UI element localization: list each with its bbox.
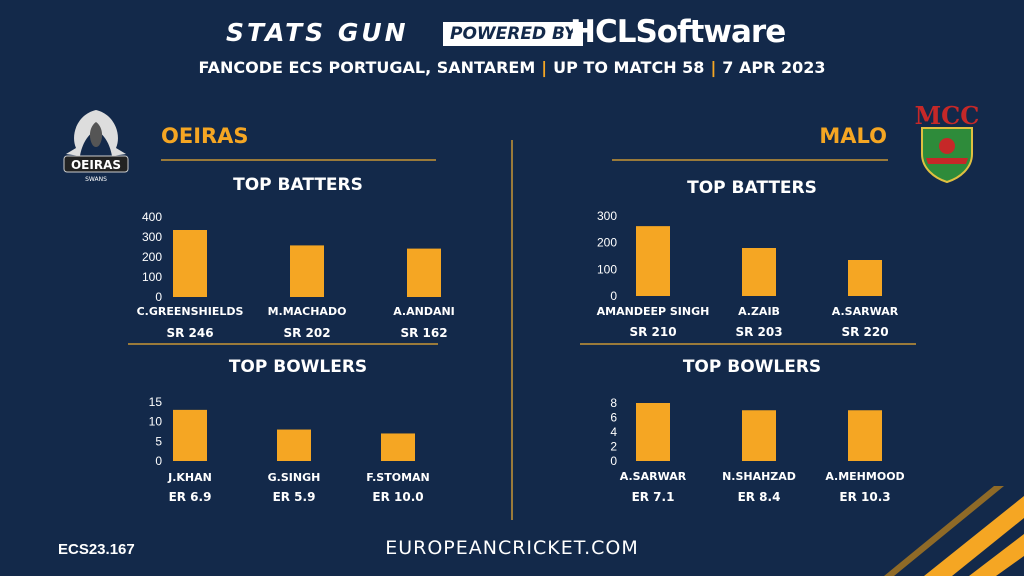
y-tick-label: 0	[155, 454, 162, 468]
bar	[742, 248, 776, 296]
bar-sublabel: ER 10.0	[372, 490, 423, 504]
right-bowlers-title: TOP BOWLERS	[682, 357, 822, 377]
brand-title: STATS GUN	[226, 18, 409, 47]
bar-sublabel: ER 6.9	[169, 490, 212, 504]
category-label: F.STOMAN	[366, 471, 430, 484]
y-tick-label: 8	[610, 396, 617, 410]
y-tick-label: 10	[149, 415, 163, 429]
y-tick-label: 0	[155, 290, 162, 304]
bar	[277, 429, 311, 461]
graphic-code: ECS23.167	[58, 541, 135, 558]
y-tick-label: 0	[610, 454, 617, 468]
bar	[636, 226, 670, 296]
decorative-stripes	[884, 486, 1024, 576]
divider-right-mid	[580, 343, 916, 345]
divider-left-top	[161, 159, 436, 161]
bar	[636, 403, 670, 461]
category-label: M.MACHADO	[268, 305, 347, 318]
category-label: A.ZAIB	[738, 305, 780, 318]
category-label: A.SARWAR	[832, 305, 899, 318]
team-name-left: OEIRAS	[161, 124, 249, 148]
y-tick-label: 300	[142, 230, 162, 244]
website-link[interactable]: EUROPEANCRICKET.COM	[385, 537, 639, 559]
bar-sublabel: ER 7.1	[632, 490, 675, 504]
category-label: A.MEHMOOD	[825, 470, 904, 483]
bar-sublabel: SR 210	[629, 325, 676, 339]
y-tick-label: 200	[597, 236, 617, 250]
powered-by-badge: POWERED BY	[443, 22, 584, 46]
oeiras-logo: OEIRAS SWANS	[63, 110, 129, 183]
divider-left-mid	[128, 343, 438, 345]
y-tick-label: 6	[610, 411, 617, 425]
category-label: G.SINGH	[268, 471, 321, 484]
bar-sublabel: SR 162	[400, 326, 447, 340]
category-label: A.SARWAR	[620, 470, 687, 483]
y-tick-label: 0	[610, 289, 617, 303]
category-label: AMANDEEP SINGH	[597, 305, 710, 318]
malo-logo: MCC	[915, 101, 980, 184]
divider-right-top	[612, 159, 888, 161]
event-date: 7 APR 2023	[722, 58, 826, 77]
logo-subtext: SWANS	[85, 176, 107, 183]
y-tick-label: 100	[597, 262, 617, 276]
chart-left-batters: 0 100 200 300 400 C.GREENSHIELDS SR 246 M.MACHA…	[137, 210, 455, 340]
y-tick-label: 100	[142, 270, 162, 284]
center-divider	[511, 140, 513, 520]
bar-sublabel: SR 203	[735, 325, 782, 339]
bar	[848, 260, 882, 296]
category-label: C.GREENSHIELDS	[137, 305, 244, 318]
bar-sublabel: SR 246	[166, 326, 213, 340]
bar-sublabel: ER 5.9	[273, 490, 316, 504]
event-name: FANCODE ECS PORTUGAL, SANTAREM	[198, 58, 536, 77]
left-batters-title: TOP BATTERS	[233, 175, 363, 195]
y-tick-label: 5	[155, 434, 162, 448]
y-tick-label: 400	[142, 210, 162, 224]
bar-sublabel: ER 8.4	[738, 490, 781, 504]
bar	[381, 433, 415, 461]
match-info: UP TO MATCH 58	[553, 58, 705, 77]
chart-left-bowlers: 0 5 10 15 J.KHAN ER 6.9 G.SINGH ER 5.9 F.STOMAN E…	[149, 395, 430, 504]
bar-sublabel: SR 202	[283, 326, 330, 340]
category-label: N.SHAHZAD	[722, 470, 796, 483]
bar	[173, 409, 207, 461]
y-tick-label: 2	[610, 440, 617, 454]
bar-sublabel: SR 220	[841, 325, 888, 339]
chart-right-batters: 0 100 200 300 AMANDEEP SINGH SR 210 A.ZAIB SR 2…	[597, 209, 899, 339]
y-tick-label: 200	[142, 250, 162, 264]
logo-text: OEIRAS	[71, 158, 121, 172]
right-batters-title: TOP BATTERS	[687, 178, 817, 198]
event-subtitle: FANCODE ECS PORTUGAL, SANTAREM | UP TO MAT…	[198, 58, 826, 77]
bar	[848, 410, 882, 461]
bar	[742, 410, 776, 461]
header: STATS GUN POWERED BY HCLSoftware	[0, 14, 1024, 54]
y-tick-label: 300	[597, 209, 617, 223]
team-name-right: MALO	[819, 124, 887, 148]
category-label: J.KHAN	[167, 471, 212, 484]
y-tick-label: 15	[149, 395, 163, 409]
sponsor-logo: HCLSoftware	[570, 14, 786, 50]
bar	[407, 248, 441, 297]
bar	[173, 230, 207, 297]
left-bowlers-title: TOP BOWLERS	[228, 357, 368, 377]
logo-text: MCC	[915, 101, 980, 130]
bar-sublabel: ER 10.3	[839, 490, 890, 504]
bar	[290, 245, 324, 297]
category-label: A.ANDANI	[393, 305, 455, 318]
y-tick-label: 4	[610, 425, 617, 439]
